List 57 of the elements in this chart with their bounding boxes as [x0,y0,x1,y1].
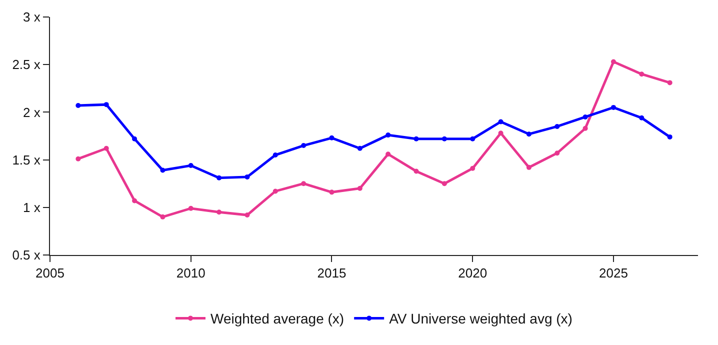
point [639,72,644,77]
y-tick-label: 0.5 x [12,248,41,263]
point [526,132,532,137]
point [301,181,306,186]
point [76,156,81,162]
point [357,186,362,191]
point [104,146,109,151]
point [132,136,138,142]
point [160,214,166,220]
y-tick-label: 2 x [23,104,41,120]
point [272,188,278,194]
point [160,168,166,173]
point [667,134,672,140]
point [272,152,278,158]
y-tick-label: 3 x [23,10,41,25]
point [244,212,250,218]
point [582,114,588,120]
point [442,181,447,186]
point [301,143,306,148]
point [414,168,419,174]
point [76,103,81,108]
point [470,136,476,142]
point [554,124,560,129]
x-tick-label: 2025 [599,266,628,281]
x-tick-label: 2020 [458,266,488,281]
point [639,115,644,120]
point [329,190,334,195]
point [470,166,476,171]
point [414,136,419,142]
point [526,164,532,170]
point [554,150,560,156]
y-tick-label: 2.5 x [12,57,41,72]
point [188,163,194,168]
point [329,135,334,140]
point [216,175,222,180]
point [667,80,672,86]
point [498,119,504,124]
y-tick-label: 1 x [23,200,41,215]
point [216,210,222,215]
point [610,104,616,110]
x-tick-label: 2010 [176,266,206,281]
point [244,174,250,180]
point [442,136,447,142]
point [582,126,588,131]
point [132,198,138,204]
legend-label: Weighted average (x) [210,310,344,327]
point [357,146,362,151]
point [386,132,391,138]
x-tick-label: 2005 [36,266,64,281]
point [104,102,109,108]
point [188,206,194,211]
y-tick-label: 1.5 x [12,152,41,168]
x-tick-label: 2015 [317,266,346,281]
point [610,59,616,64]
legend-label: AV Universe weighted avg (x) [389,310,572,327]
point [498,130,504,136]
point [386,152,391,157]
